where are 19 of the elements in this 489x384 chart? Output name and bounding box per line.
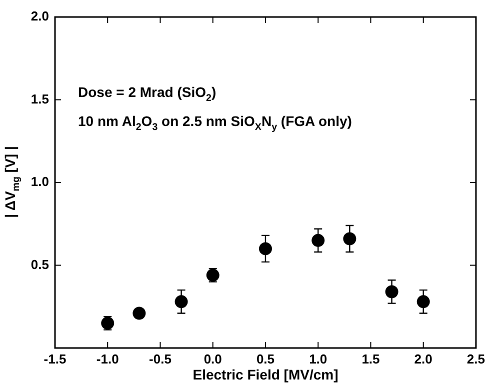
x-axis-title: Electric Field [MV/cm] [192,366,338,382]
x-tick-label: 0.0 [204,351,222,366]
x-tick-label: 2.5 [466,351,486,366]
y-tick-label: 1.5 [30,91,49,106]
point [258,242,272,256]
y-tick-label: 0.5 [30,256,49,272]
x-tick-label: -0.5 [149,351,172,366]
x-tick-label: -1.5 [44,351,66,366]
text: 10 nm Al$_{2}$O$_{3}$ on 2.5 nm SiO$_{X}$N$_{y}$ (FGA only) [78,113,352,133]
point [132,306,146,320]
x-tick-label: 2.0 [414,351,432,366]
point [312,234,325,247]
x-tick-label: 0.5 [256,351,275,366]
x-tick-label: -1.0 [96,351,119,366]
y-tick-label: 1.0 [30,174,49,190]
x-tick-label: 1.5 [362,351,380,366]
annotation: Dose = 2 Mrad (SiO$_{2}$) [78,84,216,104]
x-tick-label: 1.0 [309,351,328,366]
y-tick-label: 2.0 [30,8,49,24]
